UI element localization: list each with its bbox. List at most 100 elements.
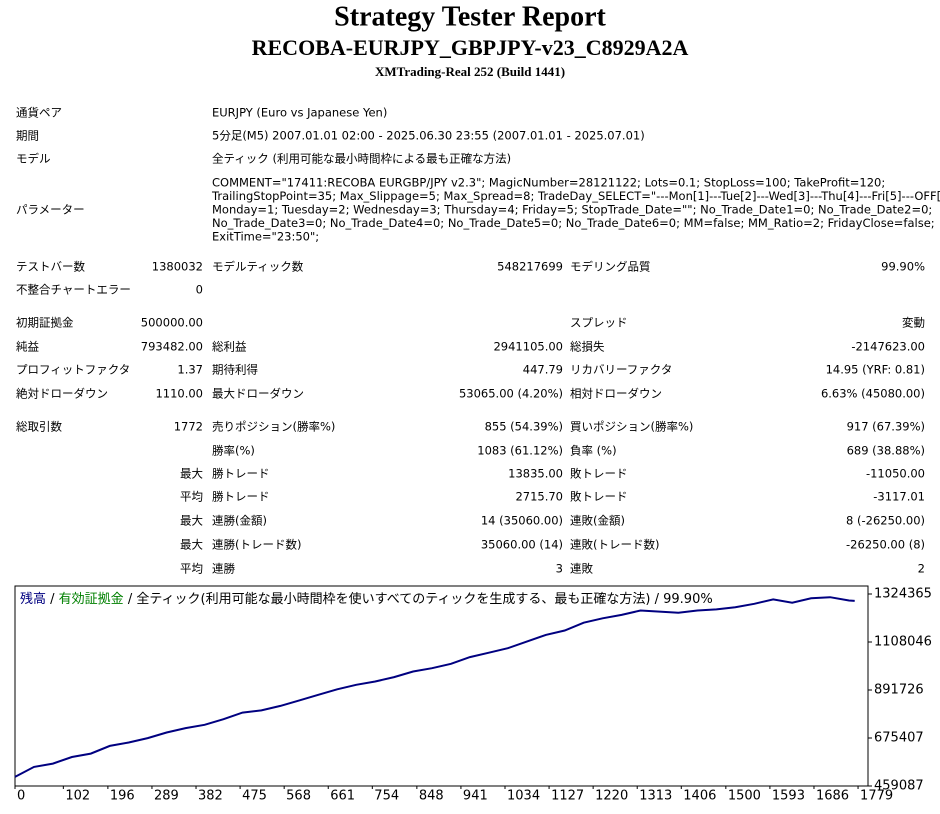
stat-value: 最大: [180, 538, 203, 552]
stat-label: 初期証拠金: [16, 316, 74, 330]
stat-value: 447.79: [523, 363, 563, 377]
info-value: 全ティック (利用可能な最小時間枠による最も正確な方法): [212, 152, 511, 166]
stat-value: 平均: [180, 490, 203, 504]
stat-label: モデルティック数: [212, 260, 304, 274]
stat-value: 14.95 (YRF: 0.81): [826, 363, 925, 377]
stat-label: 絶対ドローダウン: [16, 387, 108, 401]
x-tick-label: 754: [374, 789, 399, 804]
stat-value: 平均: [180, 562, 203, 576]
stat-value: 8 (-26250.00): [846, 514, 925, 528]
stat-value: 1380032: [152, 260, 203, 274]
x-tick-label: 848: [419, 789, 444, 804]
stat-label: 敗トレード: [570, 467, 628, 481]
stat-value: 2: [918, 562, 925, 576]
stat-value: 99.90%: [881, 260, 925, 274]
stat-value: -11050.00: [866, 467, 925, 481]
stat-value: 53065.00 (4.20%): [459, 387, 563, 401]
legend-text: 有効証拠金: [59, 592, 124, 607]
build-info: XMTrading-Real 252 (Build 1441): [375, 64, 565, 79]
stat-value: 6.63% (45080.00): [821, 387, 925, 401]
stat-value: -3117.01: [873, 490, 925, 504]
info-value: COMMENT="17411:RECOBA EURGBP/JPY v2.3"; …: [212, 176, 885, 190]
stat-label: 買いポジション(勝率%): [570, 420, 693, 434]
stat-label: 期待利得: [212, 363, 258, 377]
stat-label: 純益: [16, 340, 39, 354]
stat-label: 連勝(トレード数): [212, 538, 301, 552]
legend: 残高 / 有効証拠金 / 全ティック(利用可能な最小時間枠を使いすべてのティック…: [20, 591, 713, 607]
stat-label: 不整合チャートエラー: [16, 283, 131, 297]
stat-label: テストバー数: [16, 260, 85, 274]
stat-label: 勝率(%): [212, 444, 255, 458]
legend-entry: 残高: [20, 591, 46, 607]
stat-label: 勝トレード: [212, 467, 270, 481]
stat-label: 連敗: [570, 562, 593, 576]
stat-value: 最大: [180, 514, 203, 528]
y-tick-label: 1108046: [874, 634, 932, 649]
info-label: モデル: [16, 152, 51, 166]
y-tick-label: 891726: [874, 683, 924, 698]
stat-value: 500000.00: [141, 316, 203, 330]
x-tick-label: 1313: [639, 789, 672, 804]
x-tick-label: 289: [154, 789, 179, 804]
stat-label: 総損失: [570, 340, 605, 354]
stat-value: 最大: [180, 467, 203, 481]
x-tick-label: 475: [242, 789, 267, 804]
stat-label: 敗トレード: [570, 490, 628, 504]
x-tick-label: 1127: [551, 789, 584, 804]
info-label: 通貨ペア: [16, 106, 62, 120]
y-tick-label: 675407: [874, 730, 924, 745]
x-tick-label: 941: [463, 789, 488, 804]
stat-value: 1083 (61.12%): [477, 444, 563, 458]
stat-value: 548217699: [497, 260, 563, 274]
balance-line: [14, 596, 855, 778]
x-tick-label: 1686: [816, 789, 849, 804]
stat-label: 最大ドローダウン: [212, 387, 304, 401]
x-tick-label: 1500: [728, 789, 761, 804]
legend-text: / 全ティック(利用可能な最小時間枠を使いすべてのティックを生成する、最も正確な…: [124, 591, 713, 607]
info-value: EURJPY (Euro vs Japanese Yen): [212, 106, 387, 120]
stat-label: 連敗(トレード数): [570, 538, 659, 552]
x-tick-label: 382: [198, 789, 223, 804]
stat-value: 1772: [174, 420, 203, 434]
stat-value: 2715.70: [515, 490, 563, 504]
stat-label: プロフィットファクタ: [16, 363, 130, 377]
stat-label: 総利益: [212, 340, 247, 354]
stat-label: 連勝(金額): [212, 514, 267, 528]
info-value: TrailingStopPoint=35; Max_Slippage=5; Ma…: [211, 189, 940, 203]
report-title: Strategy Tester Report: [334, 1, 606, 32]
info-value: 5分足(M5) 2007.01.01 02:00 - 2025.06.30 23…: [212, 129, 645, 143]
stat-label: リカバリーファクタ: [570, 363, 672, 377]
x-tick-label: 1406: [683, 789, 716, 804]
stat-label: 総取引数: [16, 420, 62, 434]
info-value: ExitTime="23:50";: [212, 230, 319, 244]
stat-value: 1110.00: [155, 387, 203, 401]
stat-label: 負率 (%): [570, 444, 617, 458]
x-tick-label: 196: [110, 789, 135, 804]
stat-value: 3: [556, 562, 563, 576]
stat-value: 13835.00: [508, 467, 563, 481]
stat-value: -26250.00 (8): [846, 538, 925, 552]
stat-value: 1.37: [177, 363, 203, 377]
stat-value: 793482.00: [141, 340, 203, 354]
stat-label: スプレッド: [570, 316, 628, 330]
stat-label: 相対ドローダウン: [570, 387, 662, 401]
stat-label: モデリング品質: [570, 260, 651, 274]
y-tick-label: 459087: [874, 779, 924, 794]
stat-value: 14 (35060.00): [481, 514, 563, 528]
x-tick-label: 102: [65, 789, 90, 804]
stat-value: 2941105.00: [493, 340, 563, 354]
info-label: 期間: [16, 129, 39, 143]
stat-value: 0: [196, 283, 203, 297]
x-tick-label: 568: [286, 789, 311, 804]
stat-value: 855 (54.39%): [485, 420, 563, 434]
stat-value: 917 (67.39%): [847, 420, 925, 434]
x-tick-label: 0: [17, 789, 25, 804]
stat-label: 連敗(金額): [570, 514, 625, 528]
info-value: Monday=1; Tuesday=2; Wednesday=3; Thursd…: [212, 203, 932, 217]
stat-value: 変動: [902, 316, 925, 330]
x-tick-label: 1034: [507, 789, 540, 804]
stat-value: -2147623.00: [851, 340, 925, 354]
y-tick-label: 1324365: [874, 587, 932, 602]
